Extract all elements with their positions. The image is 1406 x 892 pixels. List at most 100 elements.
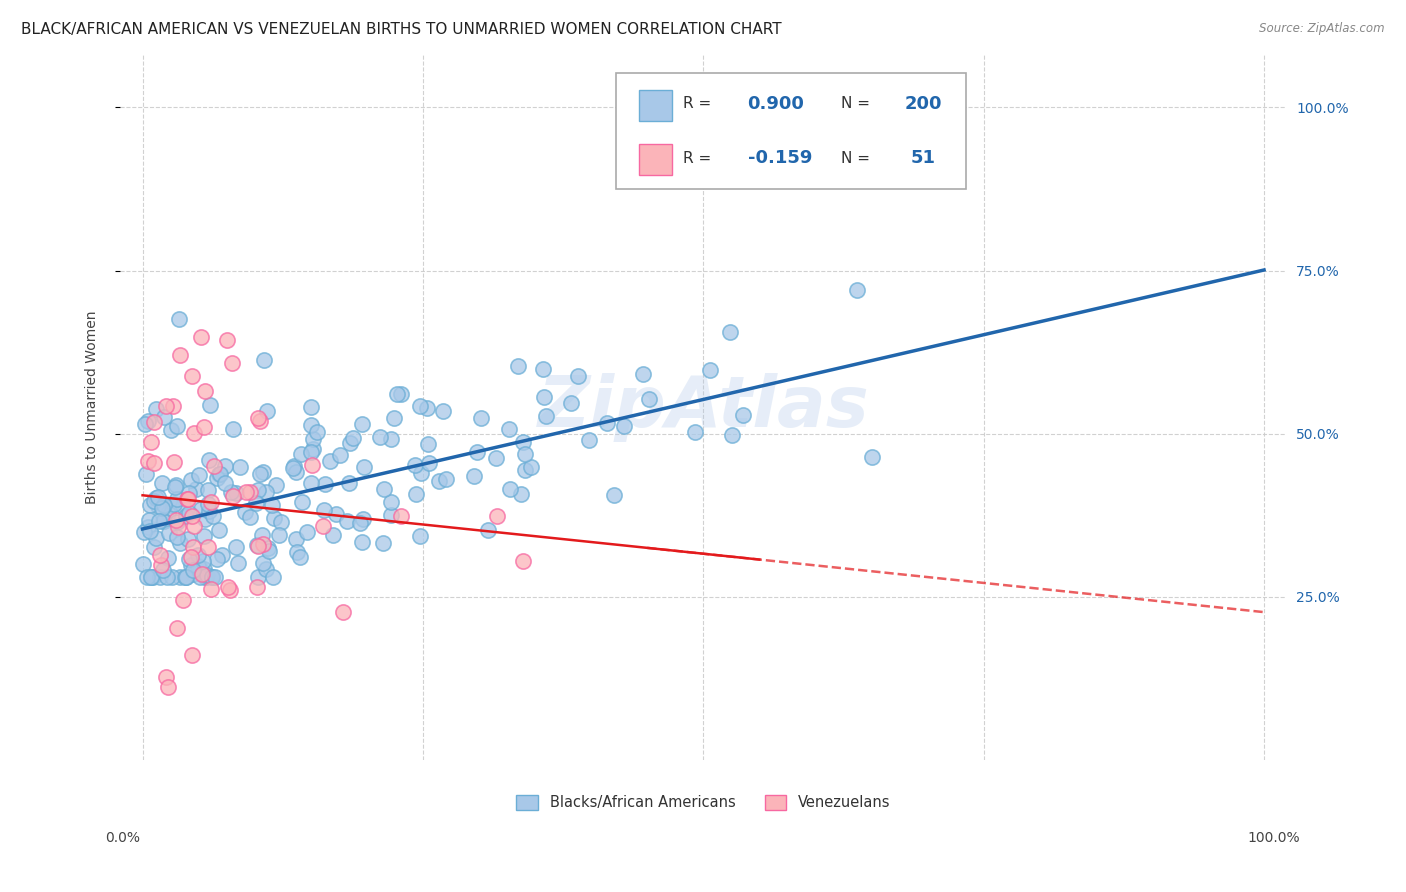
- Point: [139, 498, 162, 512]
- Point: [208, 467, 231, 481]
- Point: [325, 507, 347, 521]
- Point: [291, 495, 314, 509]
- Point: [146, 500, 169, 514]
- Point: [409, 466, 432, 480]
- Point: [166, 516, 188, 530]
- Point: [166, 419, 188, 434]
- Point: [201, 509, 224, 524]
- Point: [197, 483, 219, 497]
- Point: [519, 459, 541, 474]
- Point: [166, 491, 188, 506]
- Point: [350, 417, 373, 431]
- Point: [193, 420, 215, 434]
- Point: [200, 494, 222, 508]
- Point: [204, 570, 226, 584]
- Point: [211, 549, 233, 563]
- Point: [169, 536, 191, 550]
- Point: [148, 490, 170, 504]
- Point: [246, 570, 269, 584]
- Point: [408, 399, 430, 413]
- Point: [219, 583, 242, 598]
- Point: [152, 563, 174, 577]
- Point: [416, 401, 439, 415]
- Point: [246, 539, 269, 553]
- Point: [169, 570, 191, 584]
- Point: [197, 540, 219, 554]
- Point: [235, 484, 257, 499]
- Point: [193, 562, 215, 576]
- Point: [194, 570, 217, 584]
- Point: [332, 606, 354, 620]
- Point: [187, 559, 209, 574]
- Point: [337, 475, 360, 490]
- Point: [169, 348, 191, 362]
- Point: [222, 489, 245, 503]
- Text: -0.159: -0.159: [748, 149, 813, 167]
- Point: [560, 396, 582, 410]
- Point: [179, 551, 201, 566]
- Point: [179, 506, 201, 520]
- Point: [533, 390, 555, 404]
- Point: [217, 333, 239, 347]
- Point: [177, 491, 200, 506]
- Point: [506, 359, 529, 373]
- Point: [180, 473, 202, 487]
- Point: [160, 570, 183, 584]
- Point: [249, 467, 271, 482]
- Point: [190, 567, 212, 582]
- Point: [302, 442, 325, 456]
- Point: [252, 556, 274, 570]
- Point: [349, 516, 371, 530]
- Point: [373, 536, 395, 550]
- Point: [253, 352, 276, 367]
- Point: [138, 524, 160, 538]
- Point: [134, 417, 156, 431]
- Point: [156, 506, 179, 520]
- FancyBboxPatch shape: [640, 89, 672, 120]
- Point: [166, 529, 188, 543]
- Point: [352, 534, 374, 549]
- Point: [432, 403, 454, 417]
- Point: [190, 501, 212, 516]
- Text: 51: 51: [911, 149, 936, 167]
- Point: [204, 459, 226, 474]
- Point: [153, 514, 176, 528]
- Point: [305, 425, 328, 439]
- Point: [136, 414, 159, 428]
- Point: [188, 468, 211, 483]
- Point: [194, 512, 217, 526]
- Point: [180, 550, 202, 565]
- Point: [512, 435, 534, 450]
- Point: [184, 483, 207, 497]
- Point: [731, 408, 754, 422]
- Point: [167, 312, 190, 326]
- Point: [222, 422, 245, 436]
- Point: [285, 545, 308, 559]
- Point: [512, 554, 534, 568]
- Point: [536, 409, 558, 424]
- Point: [596, 416, 619, 430]
- Point: [515, 463, 537, 477]
- Point: [373, 482, 395, 496]
- Point: [149, 570, 172, 584]
- Point: [132, 557, 155, 571]
- Point: [177, 532, 200, 546]
- Point: [181, 564, 204, 578]
- Text: ZipAtlas: ZipAtlas: [537, 373, 869, 442]
- Text: N =: N =: [841, 151, 875, 166]
- Point: [498, 422, 520, 436]
- Point: [254, 562, 277, 576]
- Point: [163, 480, 186, 494]
- Point: [312, 518, 335, 533]
- Point: [156, 570, 179, 584]
- Point: [183, 519, 205, 533]
- Point: [142, 541, 165, 555]
- Point: [138, 520, 160, 534]
- Point: [166, 520, 188, 534]
- Point: [299, 400, 322, 414]
- Point: [150, 476, 173, 491]
- Point: [352, 512, 374, 526]
- Point: [429, 474, 451, 488]
- Point: [498, 483, 520, 497]
- Point: [221, 484, 243, 499]
